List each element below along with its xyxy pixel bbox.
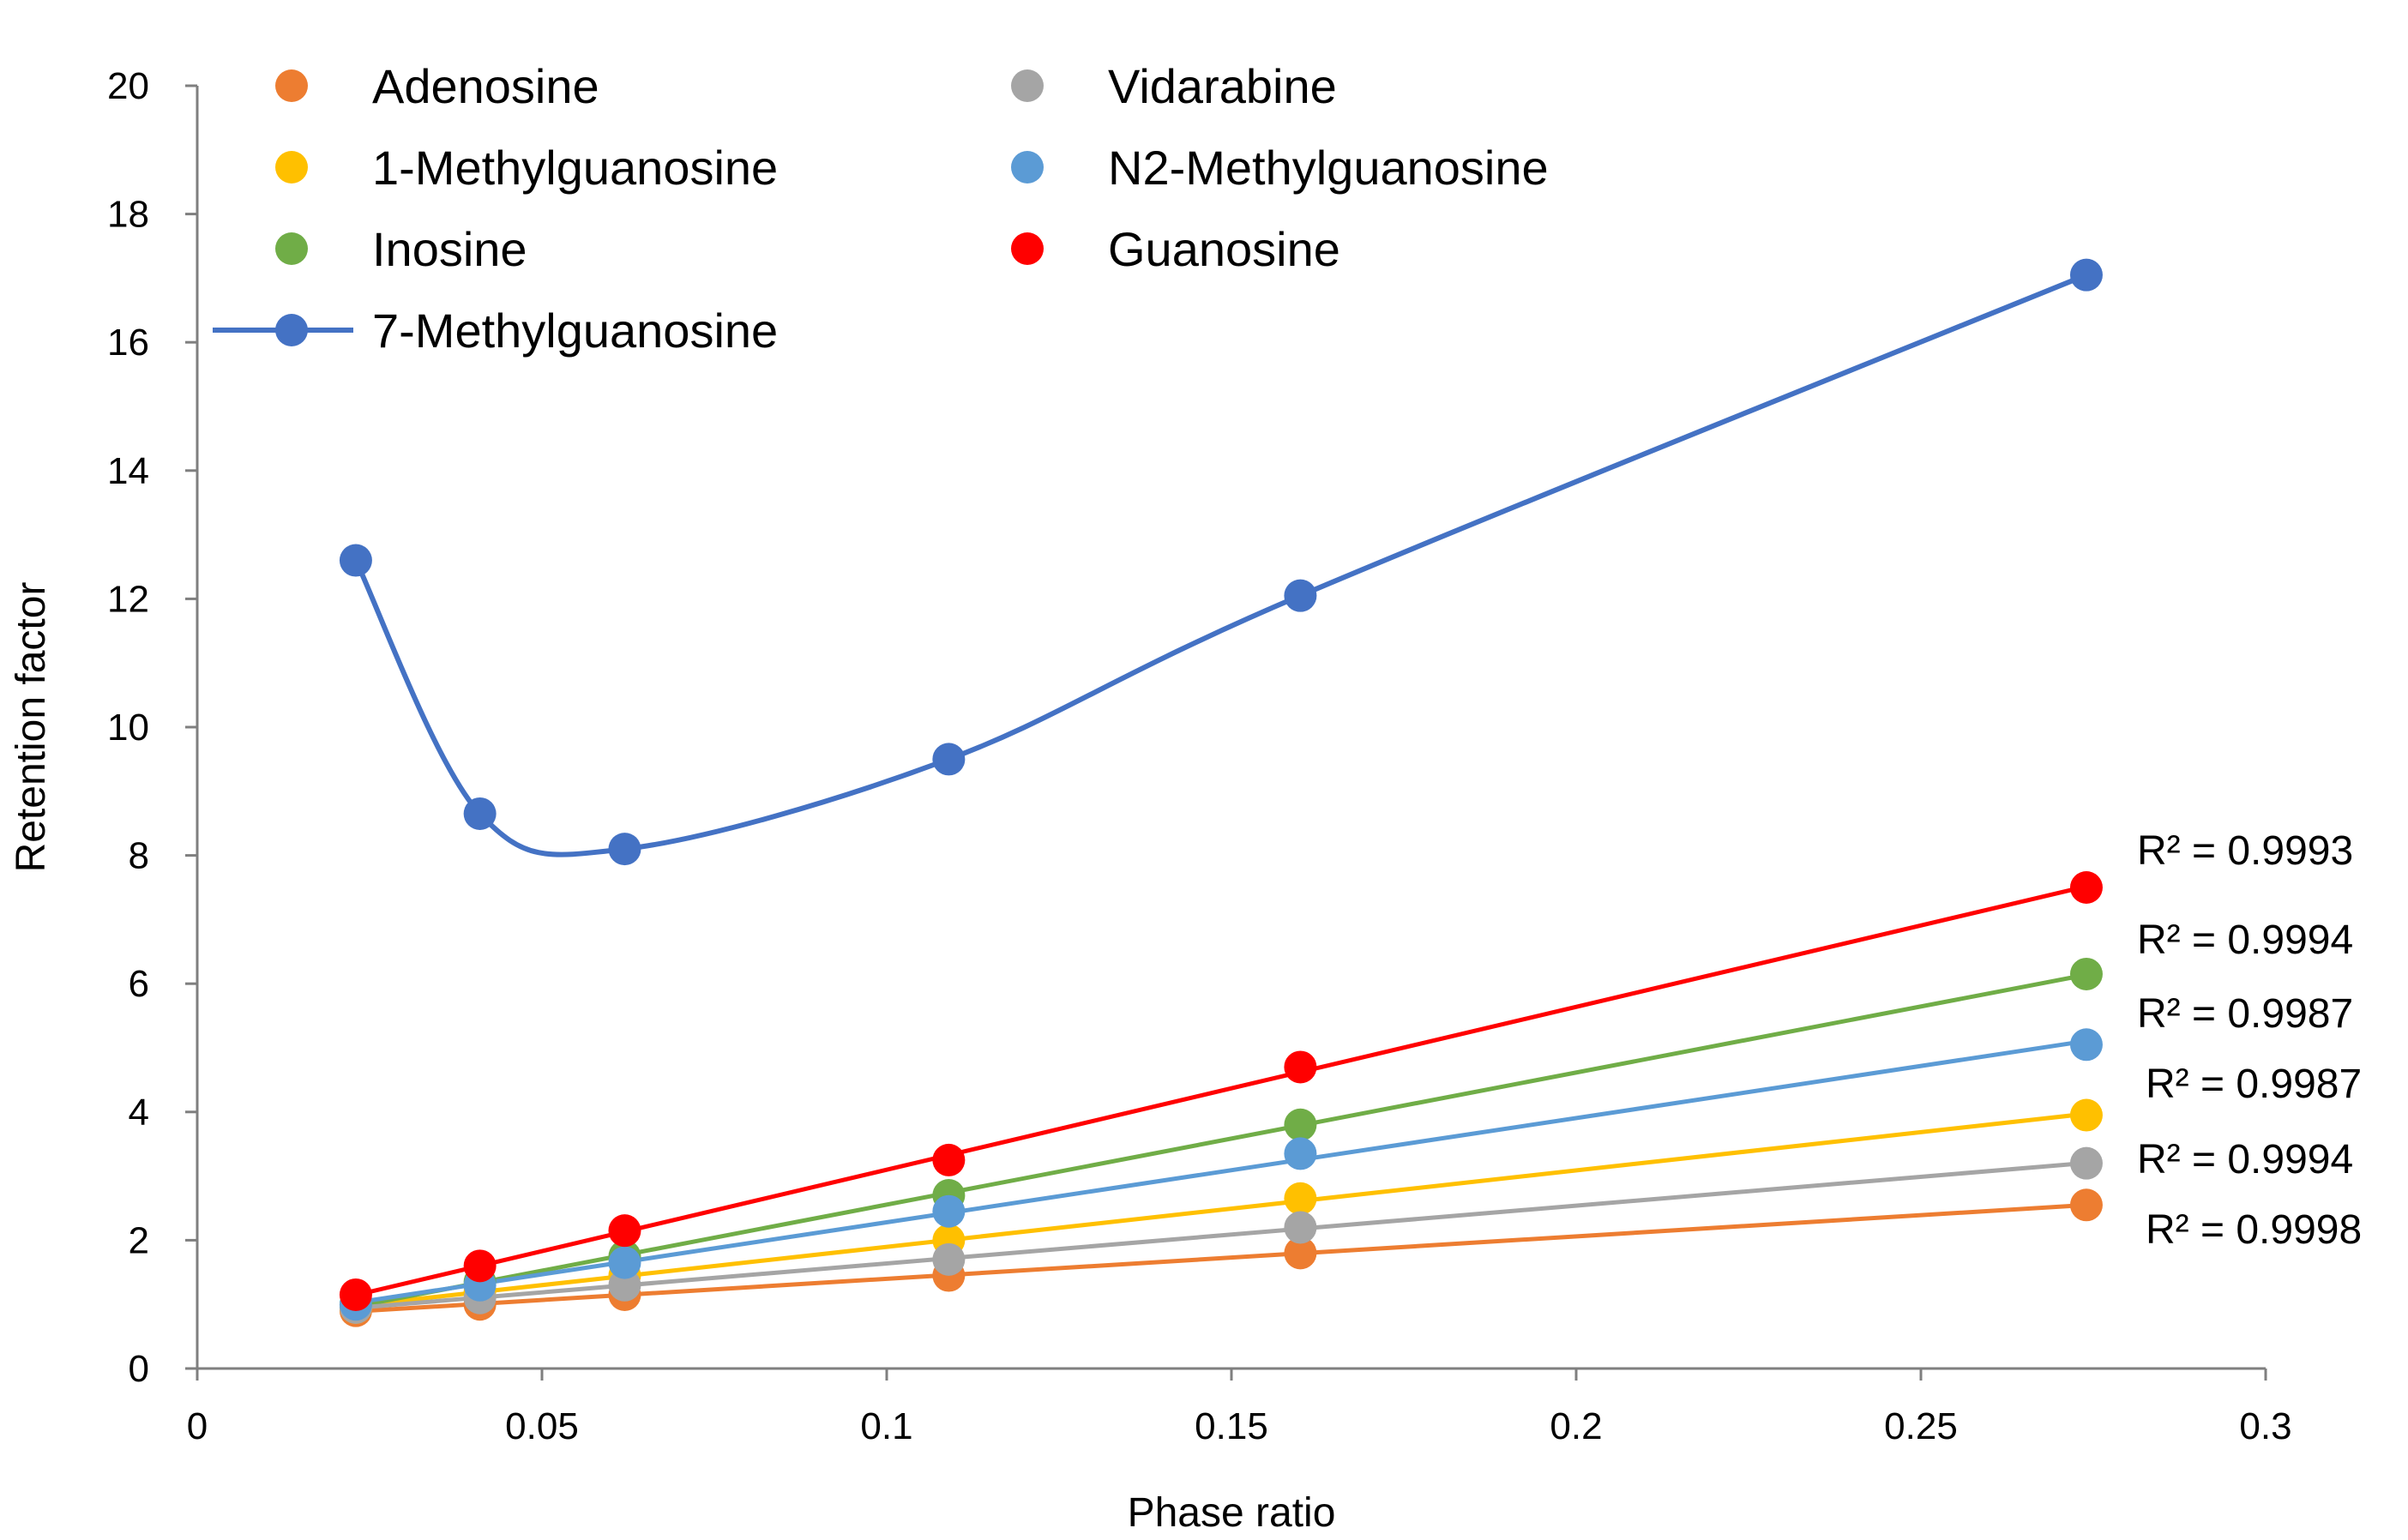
trendline-1-methylguanosine [355,1111,2087,1308]
x-tick-label: 0.1 [860,1405,912,1447]
markers [339,258,2103,1327]
trendline-vidarabine [355,1160,2087,1310]
point-vidarabine [608,1268,641,1302]
legend-item-n2-methylguanosine: N2-Methylguanosine [1011,141,1549,195]
point-adenosine [1284,1236,1317,1270]
legend-item-vidarabine: Vidarabine [1011,59,1337,113]
legend-marker-inosine [275,232,308,265]
legend-marker-n2-methylguanosine [1011,151,1044,183]
y-tick-label: 14 [107,450,149,492]
legend-item-adenosine: Adenosine [275,59,599,113]
legend-label-7-methylguanosine: 7-Methylguanosine [372,304,778,358]
legend-item-1-methylguanosine: 1-Methylguanosine [275,141,778,195]
legend-label-n2-methylguanosine: N2-Methylguanosine [1108,141,1549,195]
trendline-adenosine [355,1202,2087,1314]
point-vidarabine [1284,1211,1317,1244]
x-tick-label: 0.15 [1195,1405,1268,1447]
x-tick-label: 0.3 [2239,1405,2291,1447]
x-tick-label: 0 [187,1405,208,1447]
point-7-methylguanosine [1284,579,1317,612]
legend-marker-7-methylguanosine [275,314,308,346]
y-tick-label: 6 [129,963,149,1005]
y-tick-label: 16 [107,322,149,364]
y-tick-label: 2 [129,1219,149,1261]
axes: 0 0.05 0.1 0.15 0.2 0.25 0.3 0 2 4 6 8 10 12 14 16 18 20 [107,65,2292,1447]
y-axis-title: Retention factor [9,582,54,873]
legend-marker-vidarabine [1011,69,1044,102]
y-tick-label: 18 [107,194,149,236]
point-n2-methylguanosine [932,1194,966,1228]
y-tick-label: 20 [107,65,149,107]
point-guanosine [463,1249,497,1283]
point-n2-methylguanosine [1284,1137,1317,1170]
point-n2-methylguanosine [608,1246,641,1279]
legend-marker-adenosine [275,69,308,102]
point-7-methylguanosine [932,743,966,776]
point-inosine [2069,957,2103,990]
legend-label-guanosine: Guanosine [1108,222,1340,276]
point-7-methylguanosine [608,833,641,866]
legend-item-guanosine: Guanosine [1011,222,1340,276]
legend-marker-guanosine [1011,232,1044,265]
x-tick-label: 0.2 [1550,1405,1602,1447]
r2-label-n2-methylguanosine: R² = 0.9987 [2137,991,2353,1037]
x-axis-title: Phase ratio [1128,1490,1336,1536]
trendline-inosine [355,972,2087,1308]
r2-label-1-methylguanosine: R² = 0.9987 [2146,1062,2362,1107]
point-guanosine [608,1214,641,1248]
point-guanosine [2069,871,2103,904]
y-tick-label: 0 [129,1348,149,1390]
point-guanosine [932,1143,966,1176]
legend-label-adenosine: Adenosine [372,59,599,113]
r2-label-guanosine: R² = 0.9993 [2137,828,2353,874]
r2-label-adenosine: R² = 0.9998 [2146,1207,2362,1253]
point-vidarabine [932,1242,966,1276]
point-7-methylguanosine [339,544,372,577]
point-1-methylguanosine [1284,1182,1317,1215]
trendline-guanosine [355,884,2087,1297]
point-n2-methylguanosine [2069,1028,2103,1062]
legend-marker-1-methylguanosine [275,151,308,183]
legend-label-inosine: Inosine [372,222,527,276]
point-1-methylguanosine [2069,1098,2103,1132]
trendline-n2-methylguanosine [355,1038,2087,1305]
point-7-methylguanosine [2069,258,2103,292]
point-adenosine [2069,1188,2103,1222]
legend: Adenosine 1-Methylguanosine Inosine 7-Methy… [213,59,1549,358]
legend-label-1-methylguanosine: 1-Methylguanosine [372,141,778,195]
r2-labels: R² = 0.9998 R² = 0.9987 R² = 0.9994 R² = 0.… [2137,828,2362,1253]
y-tick-label: 4 [129,1092,149,1134]
point-inosine [1284,1108,1317,1141]
point-7-methylguanosine [463,797,497,830]
legend-item-inosine: Inosine [275,222,527,276]
y-tick-label: 12 [107,578,149,620]
point-guanosine [339,1278,372,1311]
x-tick-label: 0.25 [1884,1405,1958,1447]
legend-item-7-methylguanosine: 7-Methylguanosine [213,304,778,358]
point-vidarabine [2069,1146,2103,1180]
y-tick-label: 10 [107,707,149,749]
r2-label-vidarabine: R² = 0.9994 [2137,1137,2353,1182]
legend-label-vidarabine: Vidarabine [1108,59,1337,113]
y-tick-label: 8 [129,835,149,877]
x-tick-label: 0.05 [505,1405,579,1447]
point-guanosine [1284,1050,1317,1084]
r2-label-inosine: R² = 0.9994 [2137,917,2353,963]
